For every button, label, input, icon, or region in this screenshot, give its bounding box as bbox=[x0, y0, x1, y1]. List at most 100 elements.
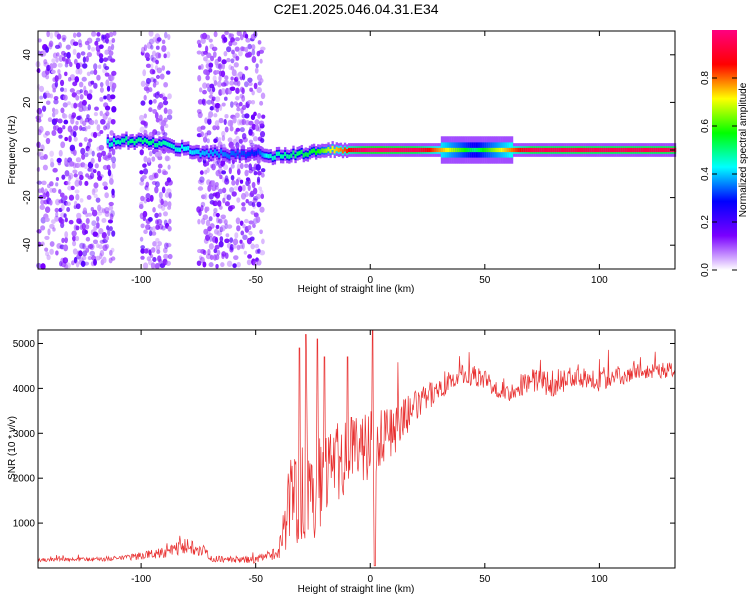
noise-cell bbox=[167, 93, 172, 100]
noise-cell bbox=[206, 167, 210, 173]
ridge-cell bbox=[160, 141, 163, 147]
noise-cell bbox=[145, 224, 151, 231]
noise-cell bbox=[231, 179, 236, 186]
ridge-cell bbox=[554, 147, 557, 153]
spectrogram-panel: -100 -50 0 50 100 40 20 0 -20 -40 Height of strai… bbox=[7, 30, 677, 295]
noise-cell bbox=[224, 201, 230, 207]
noise-cell bbox=[148, 99, 153, 105]
ridge-cell bbox=[156, 143, 159, 148]
noise-cell bbox=[99, 96, 104, 102]
noise-cell bbox=[89, 70, 95, 75]
noise-cell bbox=[91, 220, 97, 227]
noise-cell bbox=[215, 136, 219, 143]
noise-cell bbox=[162, 96, 168, 101]
noise-cell bbox=[196, 109, 202, 114]
x-tick-label: 0 bbox=[367, 574, 373, 585]
ridge-cell bbox=[288, 154, 291, 159]
noise-cell bbox=[62, 94, 68, 101]
noise-cell bbox=[73, 58, 78, 65]
noise-cell bbox=[208, 216, 213, 222]
noise-cell bbox=[104, 49, 110, 55]
noise-cell bbox=[230, 58, 235, 64]
noise-cell bbox=[45, 191, 50, 198]
noise-cell bbox=[143, 155, 148, 163]
ridge-cell bbox=[259, 150, 262, 156]
ridge-cell bbox=[383, 147, 386, 153]
noise-cell bbox=[94, 40, 99, 46]
noise-cell bbox=[140, 100, 146, 106]
noise-cell bbox=[49, 150, 55, 157]
noise-cell bbox=[80, 147, 86, 155]
x-tick-label: 100 bbox=[591, 275, 608, 286]
ridge-cell bbox=[475, 147, 479, 153]
noise-cell bbox=[261, 238, 265, 245]
noise-cell bbox=[70, 185, 75, 191]
noise-cell bbox=[58, 149, 63, 157]
ridge-cell bbox=[581, 147, 584, 153]
noise-cell bbox=[198, 87, 203, 93]
ridge-cell bbox=[469, 147, 472, 153]
noise-cell bbox=[232, 263, 237, 269]
noise-cell bbox=[111, 82, 117, 90]
ridge-cell bbox=[168, 142, 171, 148]
noise-cell bbox=[68, 135, 72, 143]
colorbar-tick-label: 0.0 bbox=[700, 263, 711, 277]
noise-cell bbox=[86, 51, 93, 58]
ridge-cell bbox=[661, 147, 664, 153]
noise-cell bbox=[199, 170, 204, 175]
noise-cell bbox=[54, 80, 59, 88]
noise-cell bbox=[154, 81, 159, 86]
noise-cell bbox=[81, 255, 87, 261]
noise-cell bbox=[75, 235, 80, 242]
noise-cell bbox=[233, 255, 239, 261]
noise-cell bbox=[224, 113, 229, 119]
noise-cell bbox=[252, 136, 259, 142]
noise-cell bbox=[110, 210, 115, 218]
colorbar-tick-label: 0.6 bbox=[700, 119, 711, 133]
spectrogram-axes: -100 -50 0 50 100 40 20 0 -20 -40 bbox=[22, 31, 675, 286]
noise-cell bbox=[259, 58, 263, 64]
noise-cell bbox=[211, 96, 216, 102]
noise-cell bbox=[158, 114, 163, 121]
noise-cell bbox=[247, 77, 253, 83]
noise-cell bbox=[251, 201, 256, 208]
ridge-cell bbox=[354, 147, 357, 153]
noise-cell bbox=[167, 253, 173, 260]
noise-cell bbox=[83, 90, 89, 96]
noise-cell bbox=[152, 129, 158, 136]
noise-cell bbox=[44, 235, 50, 240]
ridge-cell bbox=[183, 146, 186, 151]
noise-cell bbox=[99, 87, 104, 93]
noise-cell bbox=[229, 244, 234, 251]
noise-cell bbox=[220, 262, 225, 268]
noise-cell bbox=[42, 50, 47, 57]
noise-cell bbox=[55, 176, 60, 182]
ridge-cell bbox=[457, 147, 460, 153]
noise-cell bbox=[237, 71, 244, 77]
ridge-cell bbox=[178, 147, 182, 152]
noise-cell bbox=[64, 157, 68, 165]
ridge-cell bbox=[614, 147, 617, 153]
noise-cell bbox=[145, 193, 151, 199]
noise-cell bbox=[229, 204, 236, 210]
noise-cell bbox=[260, 137, 265, 143]
ridge-cell bbox=[416, 147, 419, 153]
noise-cell bbox=[72, 125, 79, 131]
ridge-cell bbox=[574, 147, 578, 153]
noise-cell bbox=[79, 89, 83, 94]
noise-cell bbox=[158, 93, 164, 98]
ridge-cell bbox=[261, 152, 264, 157]
noise-cell bbox=[69, 88, 75, 93]
ridge-cell bbox=[459, 147, 462, 153]
noise-cell bbox=[223, 79, 229, 87]
noise-cell bbox=[258, 186, 263, 191]
ridge-cell bbox=[490, 147, 493, 153]
noise-cell bbox=[238, 50, 243, 57]
ridge-cell bbox=[114, 140, 118, 145]
noise-cell bbox=[209, 55, 215, 62]
noise-cell bbox=[38, 188, 42, 194]
noise-cell bbox=[260, 172, 265, 178]
noise-cell bbox=[72, 149, 77, 156]
ridge-cell bbox=[550, 147, 553, 153]
noise-cell bbox=[255, 216, 261, 223]
